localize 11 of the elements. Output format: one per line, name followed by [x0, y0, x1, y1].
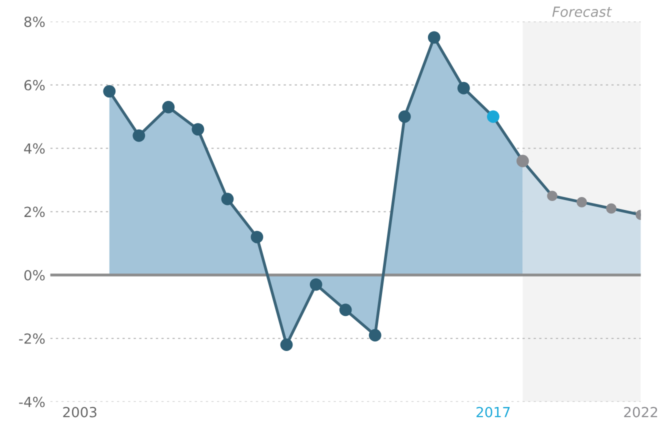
y-tick-label: 2%: [24, 206, 45, 218]
y-tick-label: 6%: [24, 80, 45, 90]
y-tick-label: -2%: [19, 333, 45, 344]
x-tick-label: 2003: [63, 406, 96, 418]
x-tick-label: 2017: [476, 406, 510, 418]
x-tick-label: 2022: [624, 406, 658, 418]
y-tick-label: -4%: [19, 396, 45, 408]
y-tick-label: 8%: [24, 16, 45, 28]
y-tick-label: 0%: [24, 270, 45, 281]
y-tick-label: 4%: [24, 143, 45, 154]
band-label: Forecast: [552, 6, 612, 18]
